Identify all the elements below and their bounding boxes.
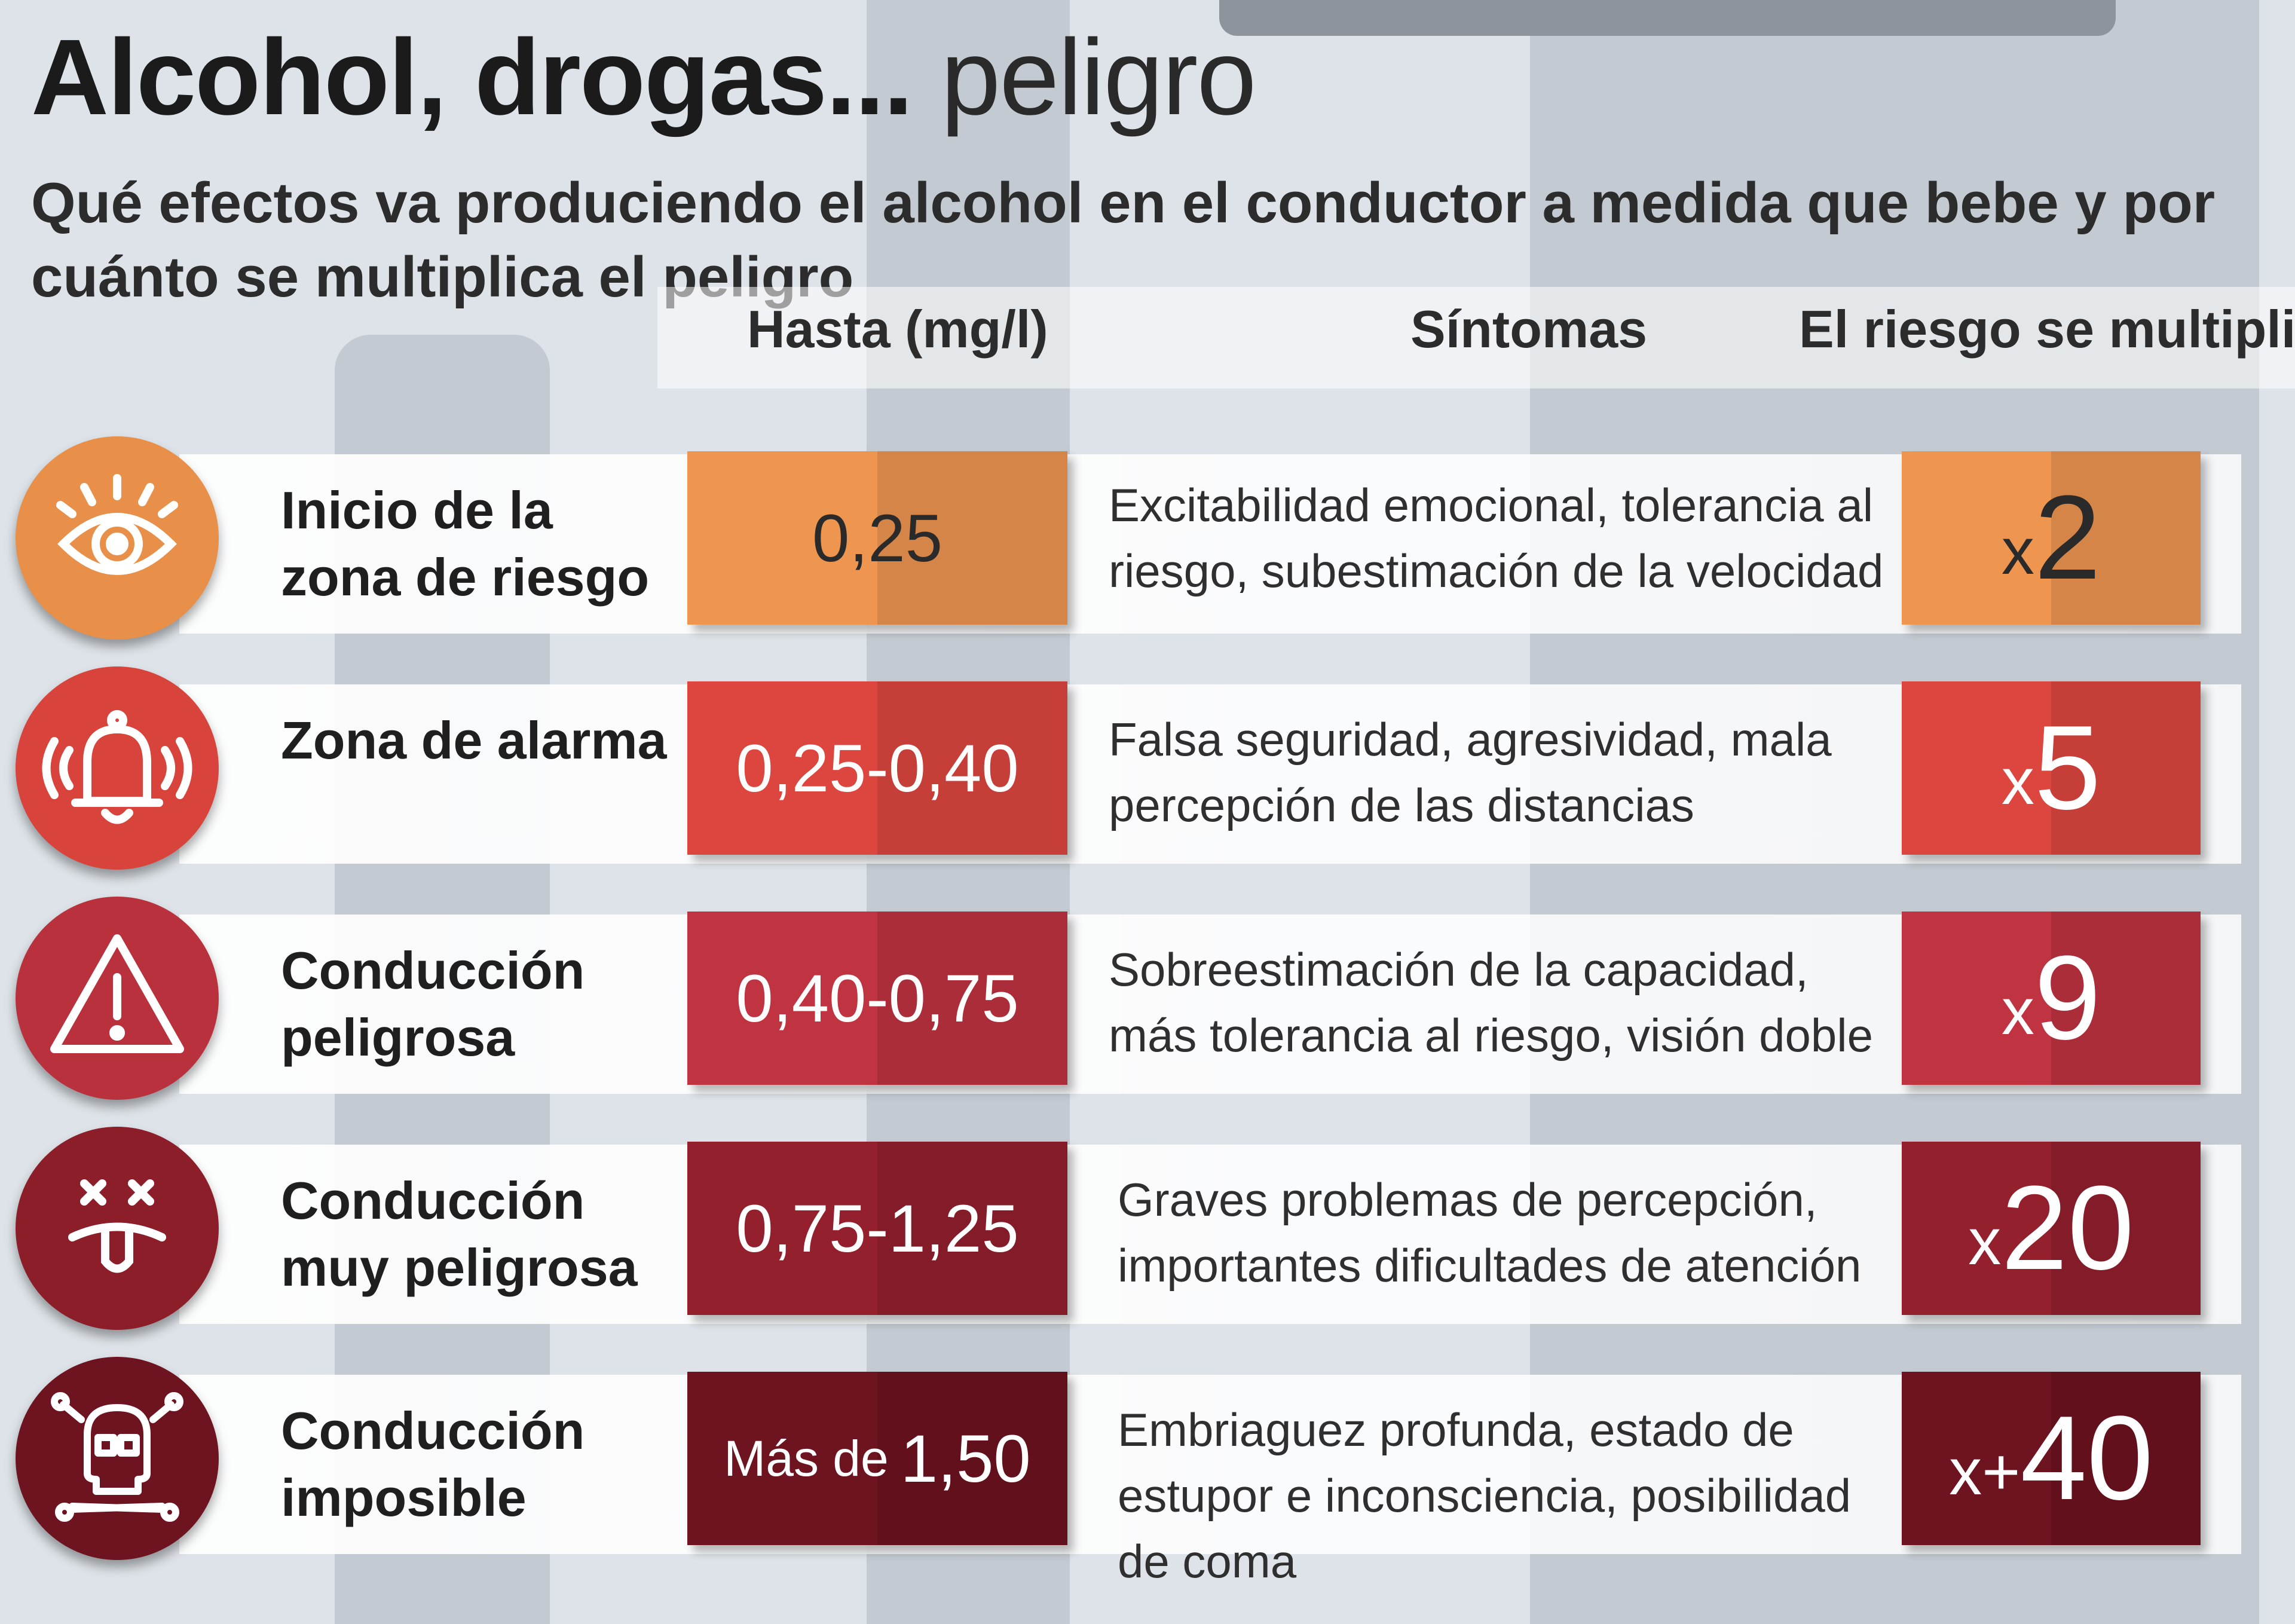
value-prefix-5: Más de (724, 1430, 889, 1487)
row-band-5 (179, 1375, 2241, 1554)
eye-icon (16, 436, 219, 640)
row-label-5: Conducción imposible (281, 1401, 585, 1527)
multiplier-box-shade (2051, 1142, 2201, 1315)
column-header-sintomas: Síntomas (1410, 299, 1648, 359)
multiplier-box-shade (2051, 1372, 2201, 1545)
multiplier-x-5: x+ (1949, 1435, 2021, 1509)
symptoms-5: Embriaguez profunda, estado de estupor e… (1118, 1403, 1852, 1588)
multiplier-box-shade (2051, 681, 2201, 855)
multiplier-x-4: x (1968, 1204, 2002, 1279)
symptoms-2: Falsa seguridad, agresividad, mala perce… (1109, 713, 1832, 831)
value-box-3: 0,40-0,75 (687, 912, 1067, 1085)
value-text-2: 0,25-0,40 (736, 730, 1019, 806)
column-header-hasta: Hasta (mg/l) (747, 299, 1048, 359)
value-box-4: 0,75-1,25 (687, 1142, 1067, 1315)
row-label-4: Conducción muy peligrosa (281, 1171, 638, 1297)
multiplier-box-4: x 20 (1902, 1142, 2201, 1315)
title-bold: Alcohol, drogas... (31, 17, 913, 137)
subtitle: Qué efectos va produciendo el alcohol en… (31, 171, 2216, 309)
row-label-3: Conducción peligrosa (281, 941, 585, 1067)
top-bar (1219, 0, 2116, 36)
value-box-2: 0,25-0,40 (687, 681, 1067, 855)
dizzy-face-icon (16, 1127, 219, 1330)
row-band-1 (179, 454, 2241, 634)
value-box-shade (877, 1372, 1067, 1545)
value-text-3: 0,40-0,75 (736, 961, 1019, 1036)
multiplier-number-5: 40 (2020, 1391, 2153, 1525)
value-text-4: 0,75-1,25 (736, 1191, 1019, 1266)
skull-crossbones-icon (16, 1357, 219, 1560)
value-box-shade (877, 681, 1067, 855)
value-box-shade (877, 912, 1067, 1085)
row-label-2: Zona de alarma (281, 711, 667, 770)
row-band-2 (179, 684, 2241, 864)
value-text-5: 1,50 (900, 1421, 1031, 1496)
alarm-bell-icon (16, 666, 219, 870)
header-band (657, 287, 2295, 389)
multiplier-number-3: 9 (2034, 931, 2101, 1065)
symptoms-4: Graves problemas de percepción, importan… (1118, 1173, 1862, 1292)
warning-icon (16, 897, 219, 1100)
value-box-shade (877, 451, 1067, 625)
row-band-4 (179, 1145, 2241, 1324)
multiplier-box-5: x+ 40 (1902, 1372, 2201, 1545)
multiplier-box-shade (2051, 912, 2201, 1085)
row-band-3 (179, 915, 2241, 1094)
value-box-5: Más de 1,50 (687, 1372, 1067, 1545)
multiplier-x-2: x (2001, 744, 2034, 818)
symptoms-3: Sobreestimación de la capacidad, más tol… (1109, 943, 1874, 1062)
value-box-shade (877, 1142, 1067, 1315)
value-text-1: 0,25 (812, 500, 943, 576)
multiplier-x-1: x (2001, 514, 2034, 588)
multiplier-number-1: 2 (2034, 471, 2101, 604)
page-title: Alcohol, drogas... peligro (31, 17, 1257, 137)
row-label-1: Inicio de la zona de riesgo (281, 481, 650, 607)
value-box-1: 0,25 (687, 451, 1067, 625)
multiplier-number-2: 5 (2034, 701, 2101, 834)
column-header-riesgo: El riesgo se multiplica (1799, 299, 2295, 359)
symptoms-1: Excitabilidad emocional, tolerancia al r… (1109, 479, 1884, 597)
multiplier-box-shade (2051, 451, 2201, 625)
multiplier-x-3: x (2001, 974, 2034, 1048)
title-light: peligro (941, 17, 1256, 137)
multiplier-number-4: 20 (2001, 1161, 2134, 1295)
